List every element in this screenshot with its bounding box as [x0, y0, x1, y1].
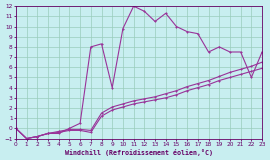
X-axis label: Windchill (Refroidissement éolien,°C): Windchill (Refroidissement éolien,°C)	[65, 149, 213, 156]
